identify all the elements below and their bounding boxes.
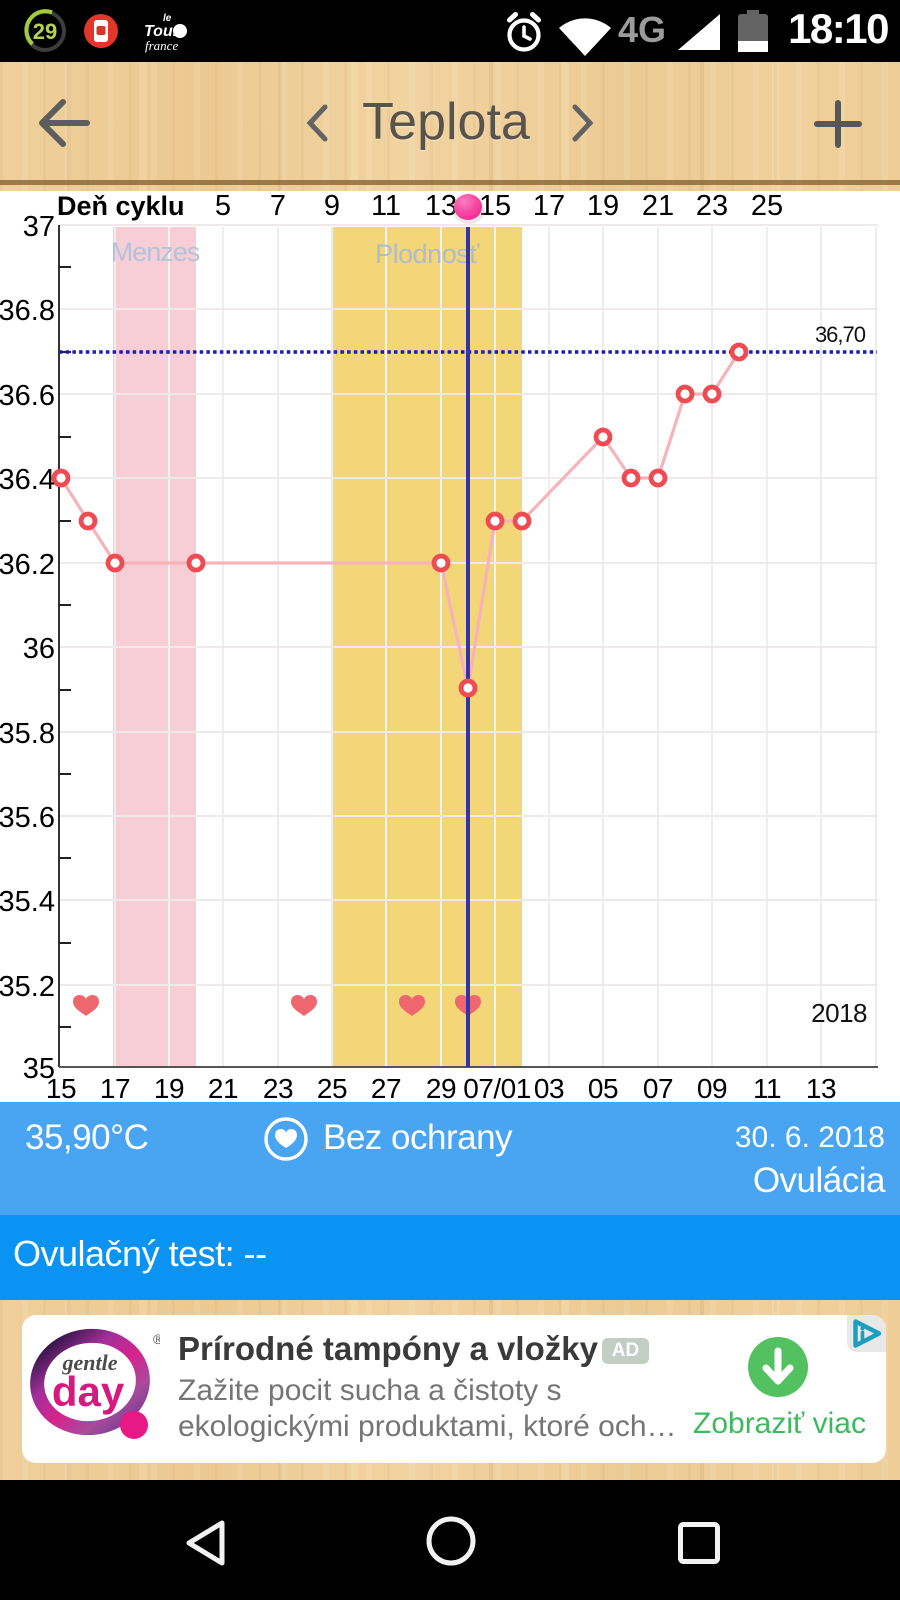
svg-text:5: 5 [215, 190, 231, 222]
svg-text:21: 21 [208, 1073, 238, 1104]
svg-text:35.6: 35.6 [0, 802, 55, 834]
svg-text:Menzes: Menzes [111, 237, 200, 267]
svg-text:36.6: 36.6 [0, 380, 55, 412]
svg-text:36: 36 [23, 633, 55, 665]
svg-text:23: 23 [696, 190, 728, 222]
svg-text:13: 13 [806, 1073, 836, 1104]
svg-text:21: 21 [642, 190, 674, 222]
svg-text:07/01: 07/01 [463, 1073, 531, 1104]
svg-text:23: 23 [263, 1073, 293, 1104]
svg-text:11: 11 [753, 1073, 781, 1104]
svg-text:35.8: 35.8 [0, 718, 55, 750]
svg-text:19: 19 [154, 1073, 184, 1104]
svg-text:15: 15 [46, 1073, 76, 1104]
svg-text:36.2: 36.2 [0, 549, 55, 581]
svg-text:03: 03 [534, 1073, 564, 1104]
svg-text:15: 15 [479, 190, 511, 222]
svg-text:35.2: 35.2 [0, 971, 55, 1003]
svg-text:11: 11 [371, 190, 401, 222]
svg-text:09: 09 [697, 1073, 727, 1104]
svg-text:35: 35 [23, 1053, 55, 1085]
svg-text:25: 25 [317, 1073, 347, 1104]
svg-text:36.4: 36.4 [0, 464, 55, 496]
svg-text:36.8: 36.8 [0, 295, 55, 327]
svg-text:07: 07 [643, 1073, 673, 1104]
svg-text:gentle: gentle [62, 1350, 118, 1375]
svg-text:Plodnosť: Plodnosť [375, 239, 480, 269]
svg-text:day: day [52, 1368, 125, 1415]
svg-text:7: 7 [270, 190, 286, 222]
svg-text:2018: 2018 [811, 998, 867, 1028]
svg-text:35.4: 35.4 [0, 886, 55, 918]
svg-text:05: 05 [588, 1073, 618, 1104]
svg-text:37: 37 [23, 211, 55, 243]
svg-text:le: le [163, 13, 172, 24]
svg-text:19: 19 [587, 190, 619, 222]
svg-text:13: 13 [425, 190, 457, 222]
svg-text:17: 17 [533, 190, 565, 222]
svg-text:36,70: 36,70 [815, 322, 866, 347]
svg-text:france: france [145, 38, 178, 53]
svg-text:25: 25 [751, 190, 783, 222]
svg-text:9: 9 [324, 190, 340, 222]
svg-text:17: 17 [100, 1073, 130, 1104]
svg-text:Tour: Tour [144, 23, 180, 40]
svg-text:29: 29 [33, 19, 57, 44]
svg-text:®: ® [153, 1331, 160, 1347]
svg-text:27: 27 [371, 1073, 401, 1104]
svg-text:Deň cyklu: Deň cyklu [57, 191, 185, 221]
svg-text:29: 29 [426, 1073, 456, 1104]
